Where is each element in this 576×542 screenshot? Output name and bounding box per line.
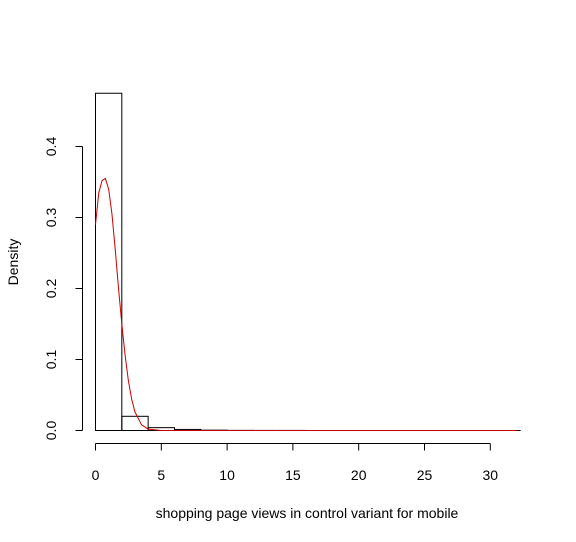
x-axis-title: shopping page views in control variant f… xyxy=(156,505,459,521)
x-tick-label: 25 xyxy=(417,467,433,483)
y-tick-label: 0.1 xyxy=(43,350,59,370)
histogram-bar xyxy=(121,415,149,431)
density-curve xyxy=(95,177,517,431)
x-tick-label: 5 xyxy=(157,467,165,483)
x-axis: 0 5 10 15 20 25 30 xyxy=(92,443,499,483)
y-tick-label: 0.0 xyxy=(43,421,59,441)
density-curve-group xyxy=(95,177,517,431)
histogram-bar xyxy=(95,92,123,431)
y-tick-label: 0.2 xyxy=(43,279,59,299)
y-tick-label: 0.3 xyxy=(43,208,59,228)
x-tick-label: 30 xyxy=(483,467,499,483)
y-axis: 0.0 0.1 0.2 0.3 0.4 xyxy=(43,137,83,441)
bars-group xyxy=(95,92,521,432)
x-tick-label: 10 xyxy=(219,467,235,483)
x-tick-label: 20 xyxy=(351,467,367,483)
x-tick-label: 0 xyxy=(92,467,100,483)
y-axis-title: Density xyxy=(5,239,21,286)
x-tick-label: 15 xyxy=(285,467,301,483)
y-tick-label: 0.4 xyxy=(43,137,59,157)
